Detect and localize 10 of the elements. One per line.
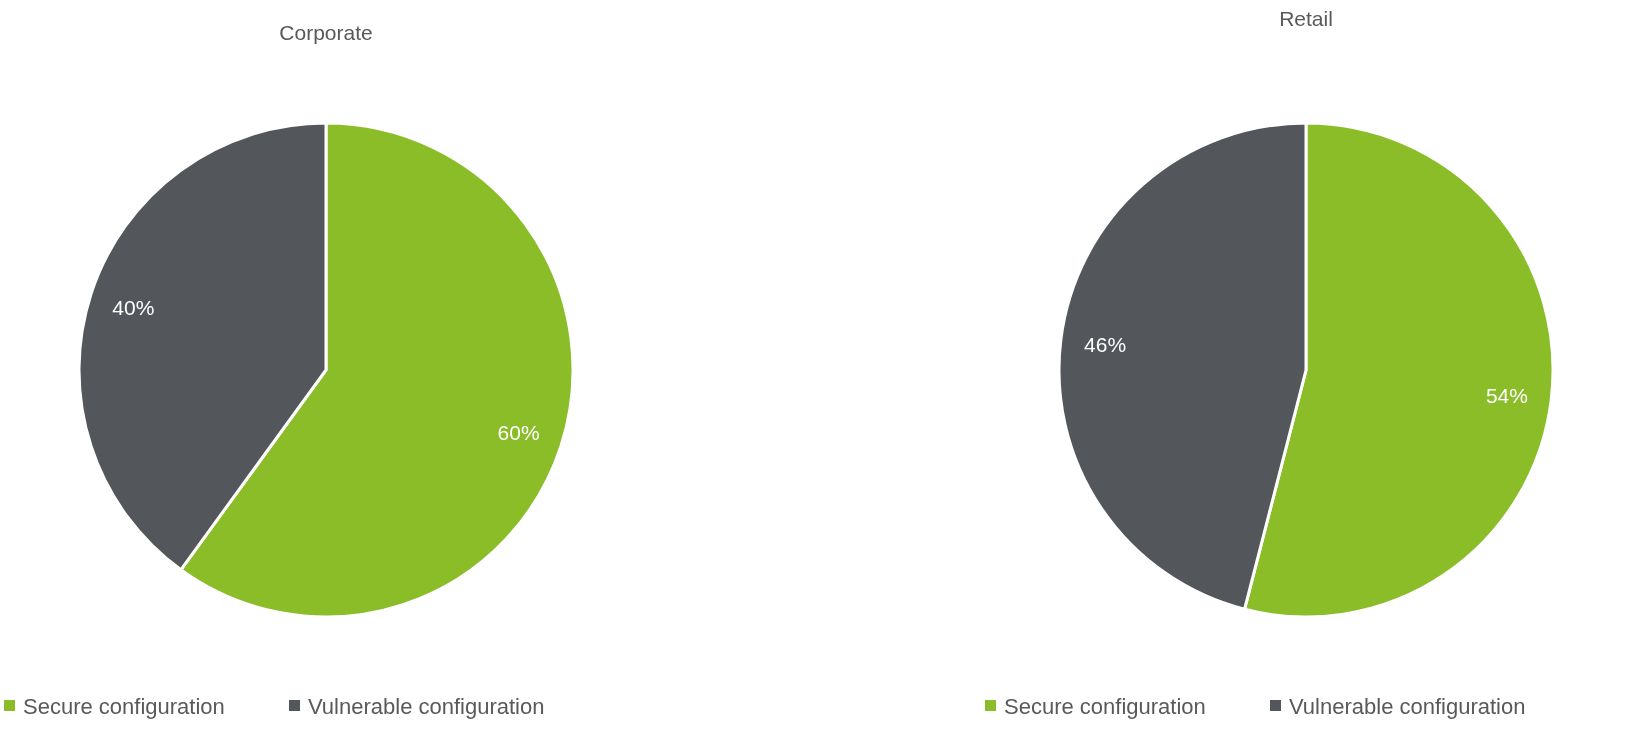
legend-label: Secure configuration: [23, 693, 225, 719]
legend-label: Secure configuration: [1004, 693, 1206, 719]
data-label: 54%: [1485, 383, 1528, 407]
data-label: 46%: [1084, 333, 1127, 357]
legend-label: Vulnerable configuration: [1289, 693, 1526, 719]
legend-label: Vulnerable configuration: [308, 693, 545, 719]
chart-title: Retail: [1279, 7, 1333, 30]
chart-title: Corporate: [279, 21, 373, 44]
data-label: 40%: [112, 295, 155, 319]
data-label: 60%: [497, 421, 540, 445]
